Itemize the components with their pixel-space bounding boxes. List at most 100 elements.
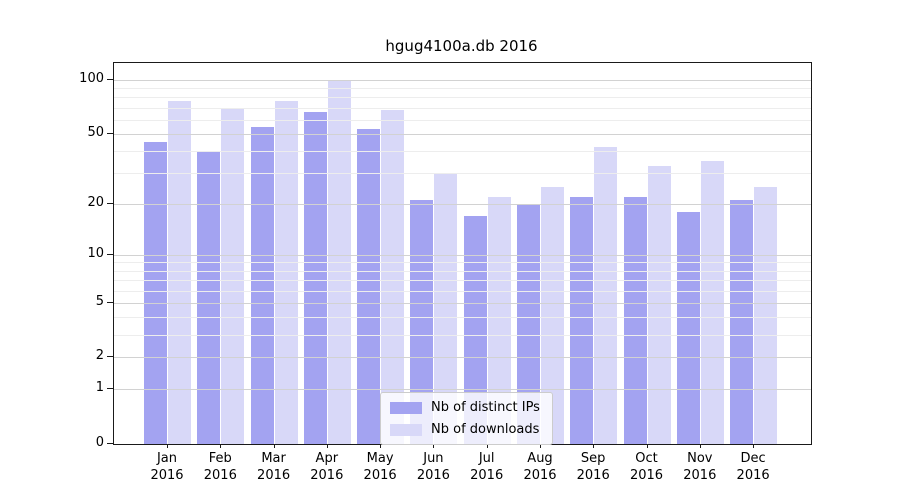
- gridline-minor: [114, 270, 811, 272]
- gridline-minor: [114, 262, 811, 264]
- y-tick-label: 20: [87, 194, 104, 210]
- bar-ips-oct: [623, 196, 647, 444]
- legend-label-downloads: Nb of downloads: [431, 422, 540, 437]
- gridline-major: [114, 302, 811, 304]
- gridline-minor: [114, 290, 811, 292]
- x-tick: [540, 444, 541, 448]
- x-tick-label: Jan 2016: [135, 450, 199, 484]
- gridline-major: [114, 133, 811, 135]
- y-tick: [107, 132, 113, 134]
- legend: Nb of distinct IPs Nb of downloads: [380, 392, 553, 445]
- chart-title: hgug4100a.db 2016: [385, 37, 538, 55]
- bar-downloads-aug: [540, 187, 564, 444]
- gridline-minor: [114, 151, 811, 153]
- x-tick-label: Nov 2016: [668, 450, 732, 484]
- x-tick-month: May: [366, 451, 394, 466]
- bar-ips-jul: [463, 216, 487, 444]
- gridline-minor: [114, 317, 811, 319]
- x-tick: [646, 444, 648, 448]
- bar-downloads-jan: [168, 101, 191, 444]
- x-tick-year: 2016: [736, 468, 770, 483]
- x-tick-year: 2016: [416, 468, 450, 483]
- x-tick: [273, 444, 275, 448]
- x-tick: [380, 444, 382, 448]
- gridline-major: [114, 389, 811, 391]
- x-tick: [486, 444, 488, 448]
- bar-ips-jan: [144, 142, 167, 444]
- x-tick: [753, 444, 755, 448]
- x-tick-year: 2016: [257, 468, 291, 483]
- x-tick-year: 2016: [363, 468, 397, 483]
- legend-item-ips: Nb of distinct IPs: [390, 400, 540, 415]
- x-tick-month: Dec: [740, 451, 766, 466]
- x-tick-month: Sep: [580, 451, 606, 466]
- bar-downloads-jul: [487, 196, 511, 444]
- x-tick-label: Aug 2016: [508, 450, 572, 484]
- bar-ips-mar: [250, 126, 274, 444]
- x-tick-month: Apr: [315, 451, 339, 466]
- gridline-major: [114, 254, 811, 256]
- x-tick-year: 2016: [470, 468, 504, 483]
- x-tick-label: Dec 2016: [721, 450, 785, 484]
- bar-downloads-sep: [594, 147, 618, 444]
- x-tick-label: Feb 2016: [188, 450, 252, 484]
- x-tick: [699, 444, 701, 448]
- bar-ips-nov: [676, 211, 700, 444]
- y-tick-label: 50: [87, 124, 104, 140]
- bar-downloads-mar: [274, 101, 298, 444]
- bar-ips-dec: [730, 200, 754, 444]
- y-tick-label: 100: [79, 71, 104, 86]
- x-tick-label: Jul 2016: [455, 450, 519, 484]
- x-tick-year: 2016: [150, 468, 184, 483]
- legend-swatch-downloads: [390, 423, 422, 436]
- bar-ips-may: [357, 129, 381, 444]
- bar-downloads-may: [381, 110, 405, 444]
- y-tick-label: 0: [95, 435, 104, 450]
- y-tick: [107, 253, 113, 255]
- gridline-minor: [114, 280, 811, 281]
- bar-ips-jun: [410, 200, 434, 444]
- x-tick: [167, 444, 168, 448]
- x-tick-month: Jul: [478, 451, 495, 466]
- legend-swatch-ips: [390, 401, 422, 414]
- x-tick-year: 2016: [629, 468, 664, 483]
- gridline-minor: [114, 334, 811, 336]
- bar-downloads-oct: [647, 165, 671, 444]
- bar-downloads-feb: [221, 107, 245, 444]
- x-tick-year: 2016: [310, 468, 344, 483]
- y-tick: [107, 202, 113, 204]
- y-tick: [107, 301, 113, 303]
- gridline-minor: [114, 173, 811, 175]
- x-tick-month: Jan: [156, 451, 178, 466]
- x-tick-year: 2016: [683, 468, 717, 483]
- x-tick: [593, 444, 595, 448]
- y-tick: [107, 443, 113, 444]
- x-tick: [326, 444, 328, 448]
- x-tick-month: Oct: [635, 451, 658, 466]
- y-tick-label: 5: [95, 293, 104, 309]
- x-tick-month: Nov: [687, 451, 713, 466]
- x-tick-label: Jun 2016: [401, 450, 465, 484]
- y-tick: [107, 388, 113, 390]
- plot-area: Nb of distinct IPs Nb of downloads: [113, 62, 812, 445]
- x-tick-month: Jun: [423, 451, 444, 466]
- gridline-major: [114, 80, 811, 81]
- x-tick-year: 2016: [523, 468, 557, 483]
- x-tick-label: Sep 2016: [561, 450, 625, 484]
- y-tick: [107, 356, 113, 358]
- bar-ips-feb: [197, 151, 221, 444]
- gridline-minor: [114, 97, 811, 99]
- legend-label-ips: Nb of distinct IPs: [431, 400, 540, 415]
- x-tick-label: May 2016: [348, 450, 412, 484]
- x-tick: [220, 444, 222, 448]
- gridline-minor: [114, 107, 811, 109]
- bar-ips-apr: [303, 112, 327, 444]
- y-tick-label: 10: [87, 245, 104, 261]
- bar-downloads-apr: [327, 80, 351, 444]
- bar-ips-sep: [570, 196, 594, 444]
- x-tick-label: Oct 2016: [615, 450, 679, 484]
- x-tick-year: 2016: [576, 468, 610, 483]
- gridline-minor: [114, 88, 811, 90]
- x-tick-month: Mar: [261, 451, 286, 466]
